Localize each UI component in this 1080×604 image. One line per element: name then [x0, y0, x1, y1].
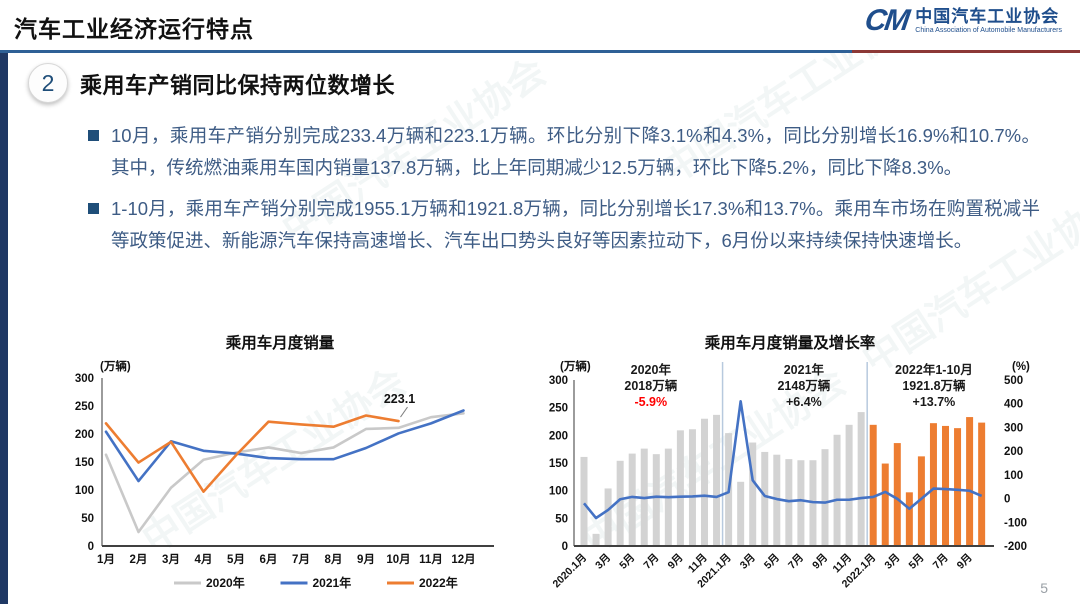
bullet-square-icon	[88, 203, 99, 214]
svg-text:0: 0	[88, 541, 94, 553]
svg-text:250: 250	[75, 401, 94, 413]
svg-text:500: 500	[1004, 375, 1023, 387]
svg-text:100: 100	[1004, 470, 1023, 482]
section-number-badge: 2	[28, 63, 68, 103]
svg-text:1月: 1月	[97, 553, 115, 566]
header: 汽车工业经济运行特点 CM 中国汽车工业协会 China Association…	[0, 0, 1080, 50]
svg-text:0: 0	[1004, 494, 1010, 506]
bullet-item: 10月，乘用车产销分别完成233.4万辆和223.1万辆。环比分别下降3.1%和…	[88, 120, 1040, 184]
caam-logo: CM 中国汽车工业协会 China Association of Automob…	[862, 4, 1062, 37]
svg-text:9月: 9月	[665, 552, 685, 572]
svg-text:2月: 2月	[130, 553, 148, 566]
bullet-square-icon	[88, 130, 99, 141]
svg-text:200: 200	[75, 429, 94, 441]
svg-text:(万辆): (万辆)	[560, 359, 591, 373]
svg-text:200: 200	[549, 430, 568, 442]
svg-text:-100: -100	[1004, 517, 1027, 529]
svg-text:1921.8万辆: 1921.8万辆	[902, 378, 966, 393]
svg-text:乘用车月度销量及增长率: 乘用车月度销量及增长率	[704, 333, 876, 352]
svg-text:2022年1-10月: 2022年1-10月	[895, 362, 973, 377]
svg-text:2020.1月: 2020.1月	[550, 552, 589, 591]
monthly-sales-chart: 乘用车月度销量 (万辆) 0 50 100 150 200 250 300 1月 2月 3月 4月 5月 6…	[75, 333, 494, 590]
svg-text:400: 400	[1004, 399, 1023, 411]
svg-text:3月: 3月	[162, 553, 180, 566]
svg-text:乘用车月度销量: 乘用车月度销量	[225, 333, 335, 352]
svg-text:7月: 7月	[641, 552, 661, 572]
svg-text:5月: 5月	[906, 552, 926, 572]
section-title: 乘用车产销同比保持两位数增长	[80, 73, 396, 98]
svg-text:223.1: 223.1	[384, 392, 415, 406]
svg-text:0: 0	[562, 541, 568, 553]
svg-text:6月: 6月	[260, 553, 278, 566]
svg-text:+6.4%: +6.4%	[786, 395, 822, 409]
svg-text:250: 250	[549, 403, 568, 415]
bullet-text-2: 1-10月，乘用车产销分别完成1955.1万辆和1921.8万辆，同比分别增长1…	[111, 198, 1040, 251]
svg-text:11月: 11月	[419, 553, 443, 566]
svg-text:3月: 3月	[738, 552, 758, 572]
svg-text:5月: 5月	[617, 552, 637, 572]
logo-name-cn: 中国汽车工业协会	[915, 7, 1060, 27]
bullet-list: 10月，乘用车产销分别完成233.4万辆和223.1万辆。环比分别下降3.1%和…	[88, 120, 1040, 266]
svg-text:5月: 5月	[227, 553, 245, 566]
svg-text:2021年: 2021年	[313, 575, 352, 590]
svg-text:50: 50	[81, 513, 94, 525]
svg-text:200: 200	[1004, 446, 1023, 458]
svg-text:(%): (%)	[1012, 361, 1030, 373]
svg-text:5月: 5月	[762, 552, 782, 572]
svg-text:8月: 8月	[325, 553, 343, 566]
left-accent-bar	[0, 53, 8, 604]
svg-text:150: 150	[549, 458, 568, 470]
bullet-text-1: 10月，乘用车产销分别完成233.4万辆和223.1万辆。环比分别下降3.1%和…	[111, 125, 1040, 178]
svg-text:9月: 9月	[357, 553, 375, 566]
svg-text:12月: 12月	[451, 553, 475, 566]
svg-text:9月: 9月	[955, 552, 975, 572]
svg-text:7月: 7月	[292, 553, 310, 566]
svg-text:100: 100	[75, 485, 94, 497]
svg-text:300: 300	[1004, 422, 1023, 434]
svg-text:2020年: 2020年	[631, 362, 672, 377]
svg-text:7月: 7月	[786, 552, 806, 572]
svg-text:(万辆): (万辆)	[100, 359, 131, 373]
svg-text:10月: 10月	[386, 553, 410, 566]
logo-name-en: China Association of Automobile Manufact…	[915, 26, 1062, 34]
svg-text:50: 50	[555, 513, 568, 525]
sales-growth-chart: 乘用车月度销量及增长率 (万辆) (%) 0 50 100 150 200 250 300 -200…	[549, 333, 1030, 591]
svg-text:150: 150	[75, 457, 94, 469]
page-title: 汽车工业经济运行特点	[14, 16, 254, 42]
page-number: 5	[1040, 580, 1048, 596]
caam-logo-icon: CM	[862, 4, 910, 37]
svg-text:2022年: 2022年	[419, 575, 458, 590]
section-number: 2	[41, 69, 55, 96]
svg-text:2020年: 2020年	[206, 575, 245, 590]
svg-text:300: 300	[75, 373, 94, 385]
svg-text:100: 100	[549, 486, 568, 498]
svg-text:2021年: 2021年	[784, 362, 825, 377]
svg-text:300: 300	[549, 375, 568, 387]
svg-text:7月: 7月	[931, 552, 951, 572]
bullet-item: 1-10月，乘用车产销分别完成1955.1万辆和1921.8万辆，同比分别增长1…	[88, 193, 1040, 257]
svg-text:4月: 4月	[195, 553, 213, 566]
svg-text:9月: 9月	[810, 552, 830, 572]
header-rule-red	[852, 50, 1080, 53]
header-rule-blue	[0, 50, 852, 53]
svg-text:2018万辆: 2018万辆	[624, 378, 677, 393]
svg-text:-5.9%: -5.9%	[634, 395, 667, 409]
svg-text:3月: 3月	[593, 552, 613, 572]
svg-text:+13.7%: +13.7%	[913, 395, 956, 409]
svg-text:2148万辆: 2148万辆	[777, 378, 830, 393]
svg-text:-200: -200	[1004, 541, 1027, 553]
svg-text:3月: 3月	[882, 552, 902, 572]
